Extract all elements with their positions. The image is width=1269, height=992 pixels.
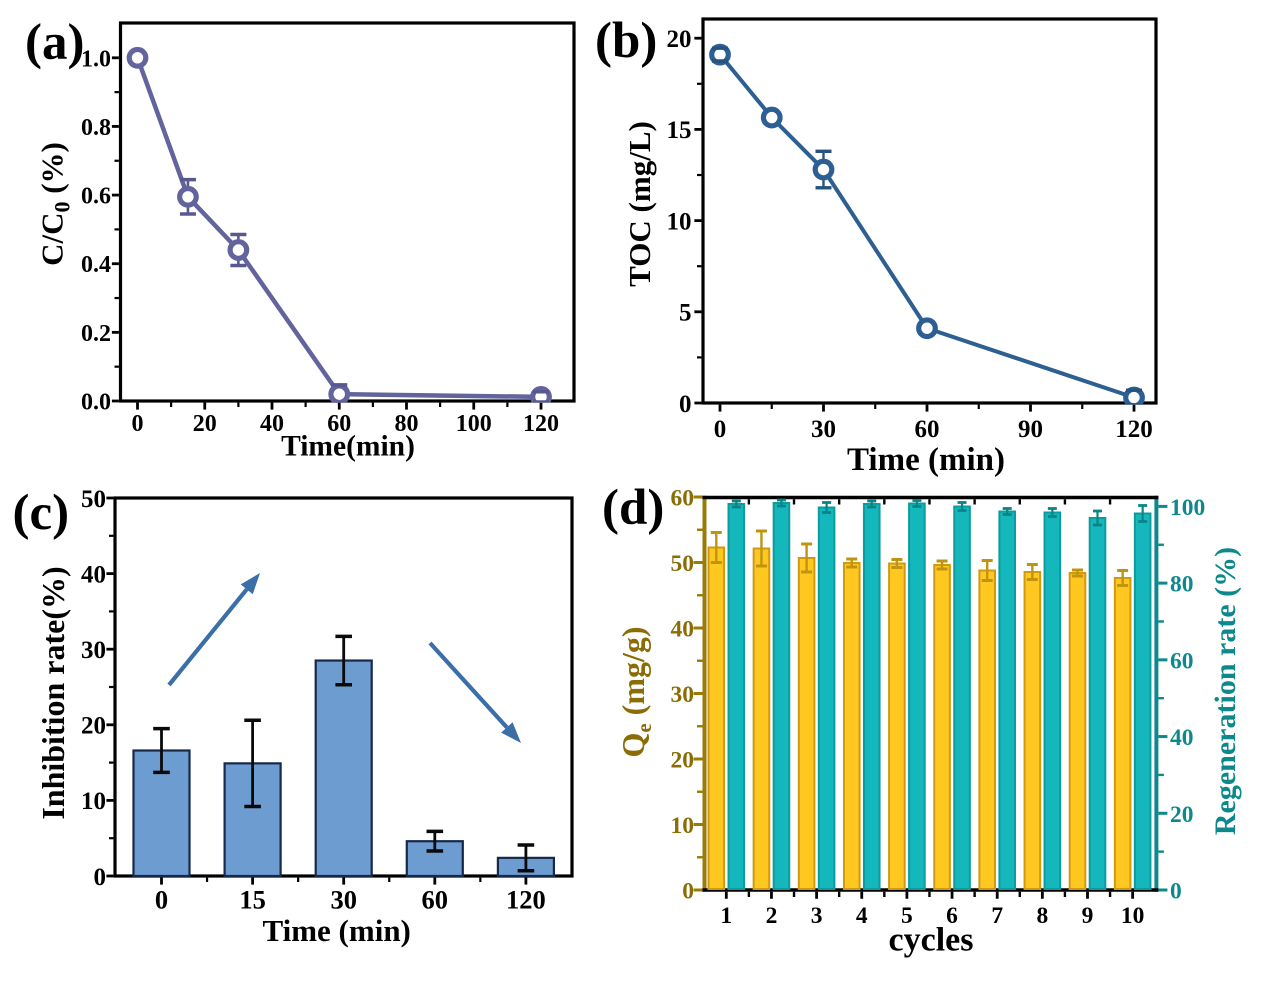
svg-text:20: 20: [1170, 802, 1194, 828]
svg-text:0: 0: [714, 416, 727, 443]
svg-text:80: 80: [1170, 572, 1194, 598]
svg-text:4: 4: [856, 903, 868, 929]
svg-text:1.0: 1.0: [81, 46, 111, 72]
svg-text:120: 120: [523, 411, 559, 437]
svg-text:15: 15: [667, 117, 692, 144]
svg-text:100: 100: [456, 411, 492, 437]
svg-text:0.0: 0.0: [81, 390, 111, 416]
svg-text:Time(min): Time(min): [281, 431, 415, 463]
svg-text:10: 10: [81, 788, 106, 815]
svg-text:40: 40: [260, 411, 284, 437]
svg-text:60: 60: [422, 885, 449, 915]
svg-text:(c): (c): [13, 485, 70, 541]
svg-text:30: 30: [81, 637, 106, 664]
svg-text:2: 2: [766, 903, 778, 929]
svg-text:TOC (mg/L): TOC (mg/L): [622, 121, 657, 287]
svg-text:60: 60: [671, 486, 695, 512]
svg-text:15: 15: [239, 885, 266, 915]
svg-text:60: 60: [327, 411, 351, 437]
svg-text:(a): (a): [25, 15, 84, 71]
svg-text:20: 20: [671, 748, 695, 774]
svg-text:6: 6: [946, 903, 958, 929]
svg-text:50: 50: [81, 486, 106, 513]
svg-text:5: 5: [679, 300, 692, 327]
svg-text:5: 5: [901, 903, 913, 929]
svg-text:60: 60: [915, 416, 940, 443]
svg-text:Regeneration rate (%): Regeneration rate (%): [1209, 547, 1242, 835]
svg-text:120: 120: [506, 885, 546, 915]
svg-text:0: 0: [155, 885, 168, 915]
svg-text:0: 0: [679, 391, 692, 418]
svg-text:90: 90: [1018, 416, 1043, 443]
svg-text:40: 40: [81, 561, 106, 588]
svg-text:0: 0: [682, 879, 694, 905]
svg-text:Time (min): Time (min): [847, 442, 1005, 478]
svg-text:0.6: 0.6: [81, 184, 111, 210]
svg-text:30: 30: [811, 416, 836, 443]
svg-text:120: 120: [1115, 416, 1153, 443]
svg-text:(d): (d): [602, 480, 664, 536]
svg-text:10: 10: [671, 813, 695, 839]
svg-text:30: 30: [671, 682, 695, 708]
svg-text:cycles: cycles: [889, 922, 974, 959]
svg-text:10: 10: [1121, 903, 1145, 929]
svg-text:0: 0: [132, 411, 144, 437]
svg-text:20: 20: [81, 713, 106, 740]
svg-text:3: 3: [811, 903, 823, 929]
svg-text:0.4: 0.4: [81, 252, 111, 278]
svg-text:30: 30: [330, 885, 357, 915]
svg-text:20: 20: [667, 26, 692, 53]
svg-text:Time (min): Time (min): [263, 913, 411, 948]
svg-text:0: 0: [94, 864, 107, 891]
svg-text:(b): (b): [595, 13, 657, 69]
svg-text:20: 20: [193, 411, 217, 437]
svg-text:0.2: 0.2: [81, 321, 111, 347]
svg-text:9: 9: [1082, 903, 1094, 929]
svg-text:100: 100: [1170, 495, 1205, 521]
svg-text:7: 7: [991, 903, 1003, 929]
svg-text:Qe (mg/g): Qe (mg/g): [615, 626, 656, 757]
svg-text:50: 50: [671, 551, 695, 577]
svg-text:0: 0: [1170, 879, 1182, 905]
svg-text:8: 8: [1036, 903, 1048, 929]
svg-text:10: 10: [667, 208, 692, 235]
svg-text:80: 80: [395, 411, 419, 437]
svg-text:0.8: 0.8: [81, 115, 111, 141]
svg-text:60: 60: [1170, 648, 1194, 674]
svg-text:1: 1: [720, 903, 732, 929]
svg-text:40: 40: [1170, 725, 1194, 751]
svg-text:40: 40: [671, 617, 695, 643]
svg-text:Inhibition rate(%): Inhibition rate(%): [35, 566, 71, 819]
